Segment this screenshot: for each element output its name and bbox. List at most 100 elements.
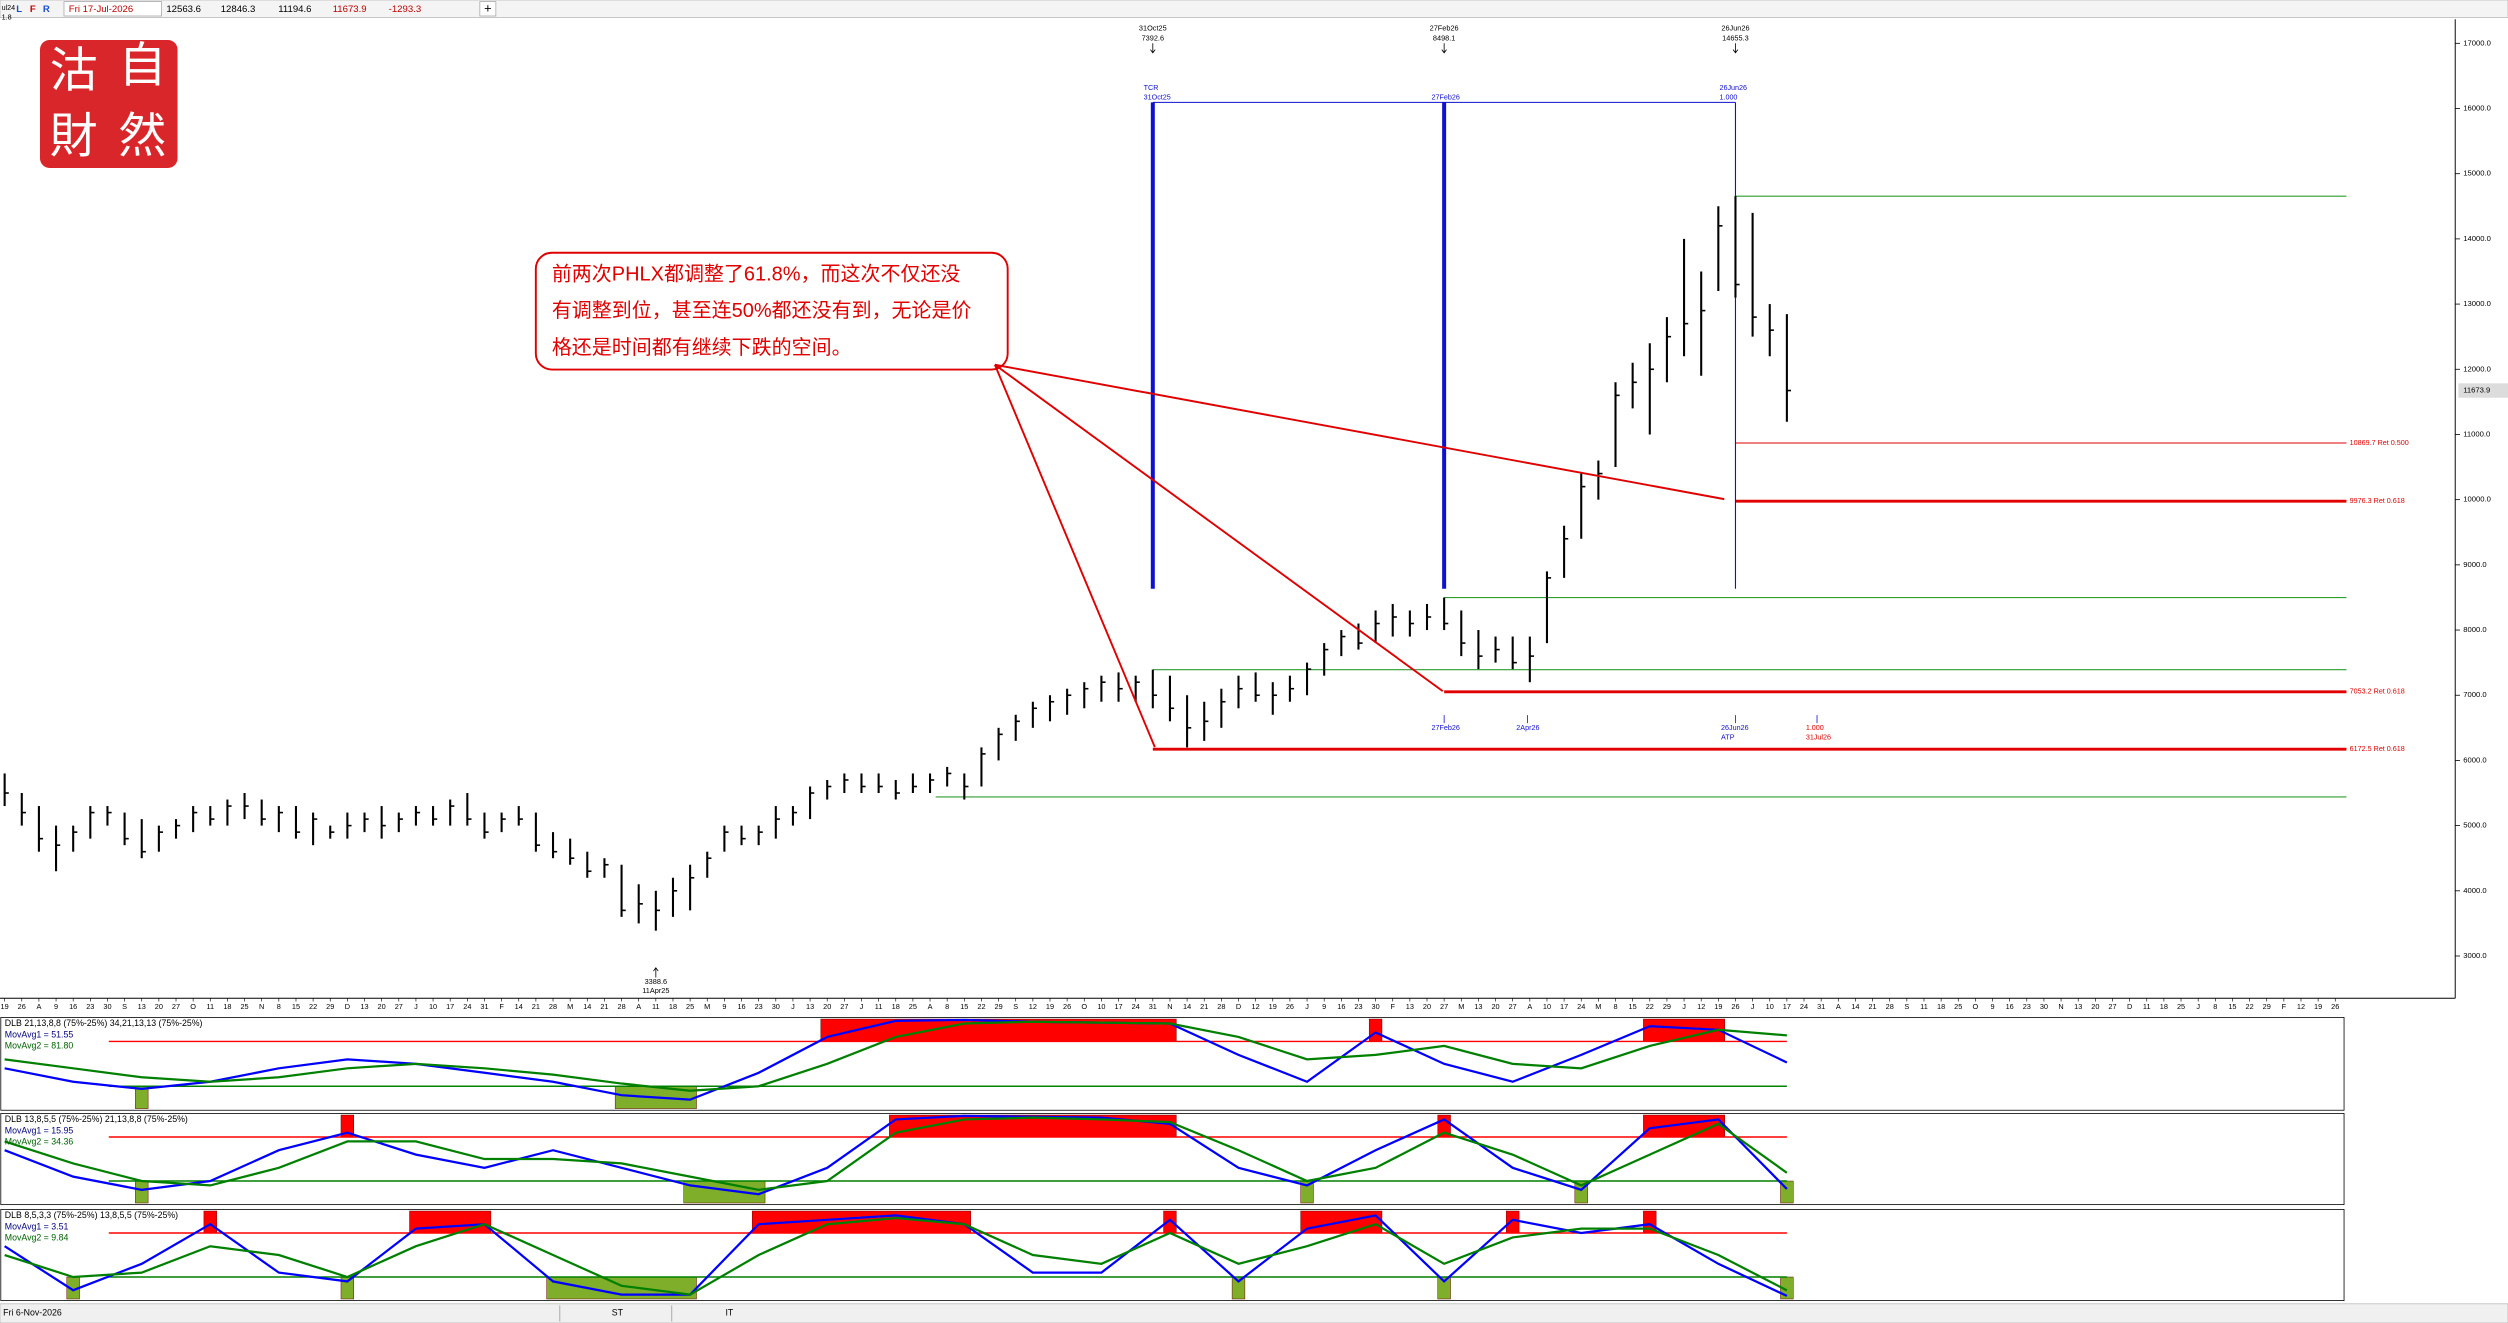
y-tick-label: 13000.0 (2463, 299, 2491, 308)
x-tick-label: 25 (686, 1002, 694, 1011)
x-tick-label: 24 (463, 1002, 471, 1011)
x-tick-label: 23 (1354, 1002, 1362, 1011)
seal-char: 然 (118, 110, 166, 163)
x-tick-label: F (2282, 1002, 2287, 1011)
x-tick-label: 26 (1063, 1002, 1071, 1011)
y-tick-label: 9000.0 (2463, 560, 2486, 569)
status-tab[interactable]: IT (725, 1308, 733, 1318)
x-tick-label: O (1973, 1002, 1979, 1011)
oscillator-line (4, 1020, 1787, 1092)
x-tick-label: 14 (1851, 1002, 1859, 1011)
x-tick-label: 28 (617, 1002, 625, 1011)
x-tick-label: 24 (1577, 1002, 1585, 1011)
x-tick-label: 28 (549, 1002, 557, 1011)
x-tick-label: 30 (1372, 1002, 1380, 1011)
x-tick-label: 19 (1046, 1002, 1054, 1011)
cycle-label: 27Feb26 (1432, 723, 1460, 732)
last-price-label: 11673.9 (2463, 386, 2490, 395)
x-tick-label: J (1682, 1002, 1686, 1011)
x-tick-label: S (1013, 1002, 1018, 1011)
x-tick-label: 11 (1920, 1002, 1928, 1011)
annotation-pointer (993, 364, 1156, 748)
y-tick-label: 4000.0 (2463, 886, 2486, 895)
x-tick-label: A (1527, 1002, 1532, 1011)
x-tick-label: S (1904, 1002, 1909, 1011)
x-tick-label: 13 (1406, 1002, 1414, 1011)
retracement-label: 7053.2 Ret 0.618 (2350, 687, 2405, 696)
toolbar-button[interactable]: F (30, 4, 36, 15)
x-tick-label: 21 (600, 1002, 608, 1011)
pivot-value: 8498.1 (1433, 33, 1455, 42)
toolbar-close: 11673.9 (333, 4, 367, 15)
x-tick-label: 17 (1783, 1002, 1791, 1011)
x-tick-label: 15 (292, 1002, 300, 1011)
x-tick-label: 19 (1, 1002, 9, 1011)
x-tick-label: J (414, 1002, 418, 1011)
x-tick-label: 12 (1252, 1002, 1260, 1011)
add-label[interactable]: + (484, 1, 491, 16)
x-tick-label: 18 (223, 1002, 231, 1011)
x-tick-label: 11 (2143, 1002, 2151, 1011)
x-tick-label: A (636, 1002, 641, 1011)
y-tick-label: 11000.0 (2463, 429, 2490, 438)
x-tick-label: 13 (1474, 1002, 1482, 1011)
indicator-readout: MovAvg2 = 9.84 (5, 1233, 69, 1243)
x-tick-label: 9 (1990, 1002, 1994, 1011)
x-tick-label: 25 (2177, 1002, 2185, 1011)
x-tick-label: 14 (1183, 1002, 1191, 1011)
indicator-readout: MovAvg1 = 3.51 (5, 1221, 69, 1231)
indicator-readout: MovAvg2 = 81.80 (5, 1041, 74, 1051)
date-box[interactable] (63, 1, 162, 17)
x-tick-label: 9 (54, 1002, 58, 1011)
x-tick-label: 25 (1954, 1002, 1962, 1011)
oscillator-line (4, 1018, 1788, 1101)
x-tick-label: 30 (772, 1002, 780, 1011)
cycle-label: 31Jul26 (1806, 732, 1831, 741)
cycle-label: 26Jun26 (1719, 83, 1747, 92)
status-date: Fri 6-Nov-2026 (3, 1308, 62, 1318)
x-tick-label: M (1595, 1002, 1601, 1011)
x-tick-label: 14 (515, 1002, 523, 1011)
pivot-arrow (1150, 43, 1156, 54)
x-tick-label: 17 (1114, 1002, 1122, 1011)
corner-label: ul24 (2, 3, 16, 12)
x-tick-label: 27 (1440, 1002, 1448, 1011)
pivot-date: 11Apr25 (642, 986, 669, 995)
x-tick-label: 20 (1423, 1002, 1431, 1011)
x-tick-label: 22 (977, 1002, 985, 1011)
x-tick-label: J (1751, 1002, 1755, 1011)
toolbar-open: 12563.6 (166, 4, 201, 15)
x-tick-label: 16 (1337, 1002, 1345, 1011)
annotation-pointer (994, 363, 1725, 501)
indicator-zone (135, 1180, 149, 1204)
indicator-zone (1368, 1018, 1383, 1042)
indicator-readout: MovAvg1 = 51.55 (5, 1029, 74, 1039)
toolbar-button[interactable]: L (16, 4, 22, 15)
retracement-label: 10869.7 Ret 0.500 (2350, 438, 2409, 447)
y-tick-label: 3000.0 (2463, 951, 2486, 960)
x-tick-label: 11 (875, 1002, 883, 1011)
x-tick-label: N (259, 1002, 264, 1011)
retracement-label: 6172.5 Ret 0.618 (2350, 744, 2405, 753)
x-tick-label: 8 (2213, 1002, 2217, 1011)
x-tick-label: 18 (2160, 1002, 2168, 1011)
x-tick-label: D (2127, 1002, 2132, 1011)
x-tick-label: 29 (1663, 1002, 1671, 1011)
x-tick-label: J (791, 1002, 795, 1011)
status-tab[interactable]: ST (612, 1308, 624, 1318)
x-tick-label: 13 (138, 1002, 146, 1011)
toolbar-button[interactable]: R (43, 4, 50, 15)
pivot-date: 26Jun26 (1721, 24, 1749, 33)
add-button[interactable] (479, 1, 497, 17)
x-tick-label: 30 (103, 1002, 111, 1011)
x-tick-label: 31 (1149, 1002, 1157, 1011)
x-tick-label: 20 (155, 1002, 163, 1011)
x-tick-label: 27 (395, 1002, 403, 1011)
x-tick-label: S (122, 1002, 127, 1011)
seal-char: 沽 (50, 44, 98, 97)
indicator-zone (1506, 1210, 1520, 1234)
x-tick-label: 12 (1697, 1002, 1705, 1011)
cycle-label: 31Oct25 (1144, 92, 1171, 101)
toolbar-low: 11194.6 (278, 4, 311, 15)
x-tick-label: 22 (1646, 1002, 1654, 1011)
